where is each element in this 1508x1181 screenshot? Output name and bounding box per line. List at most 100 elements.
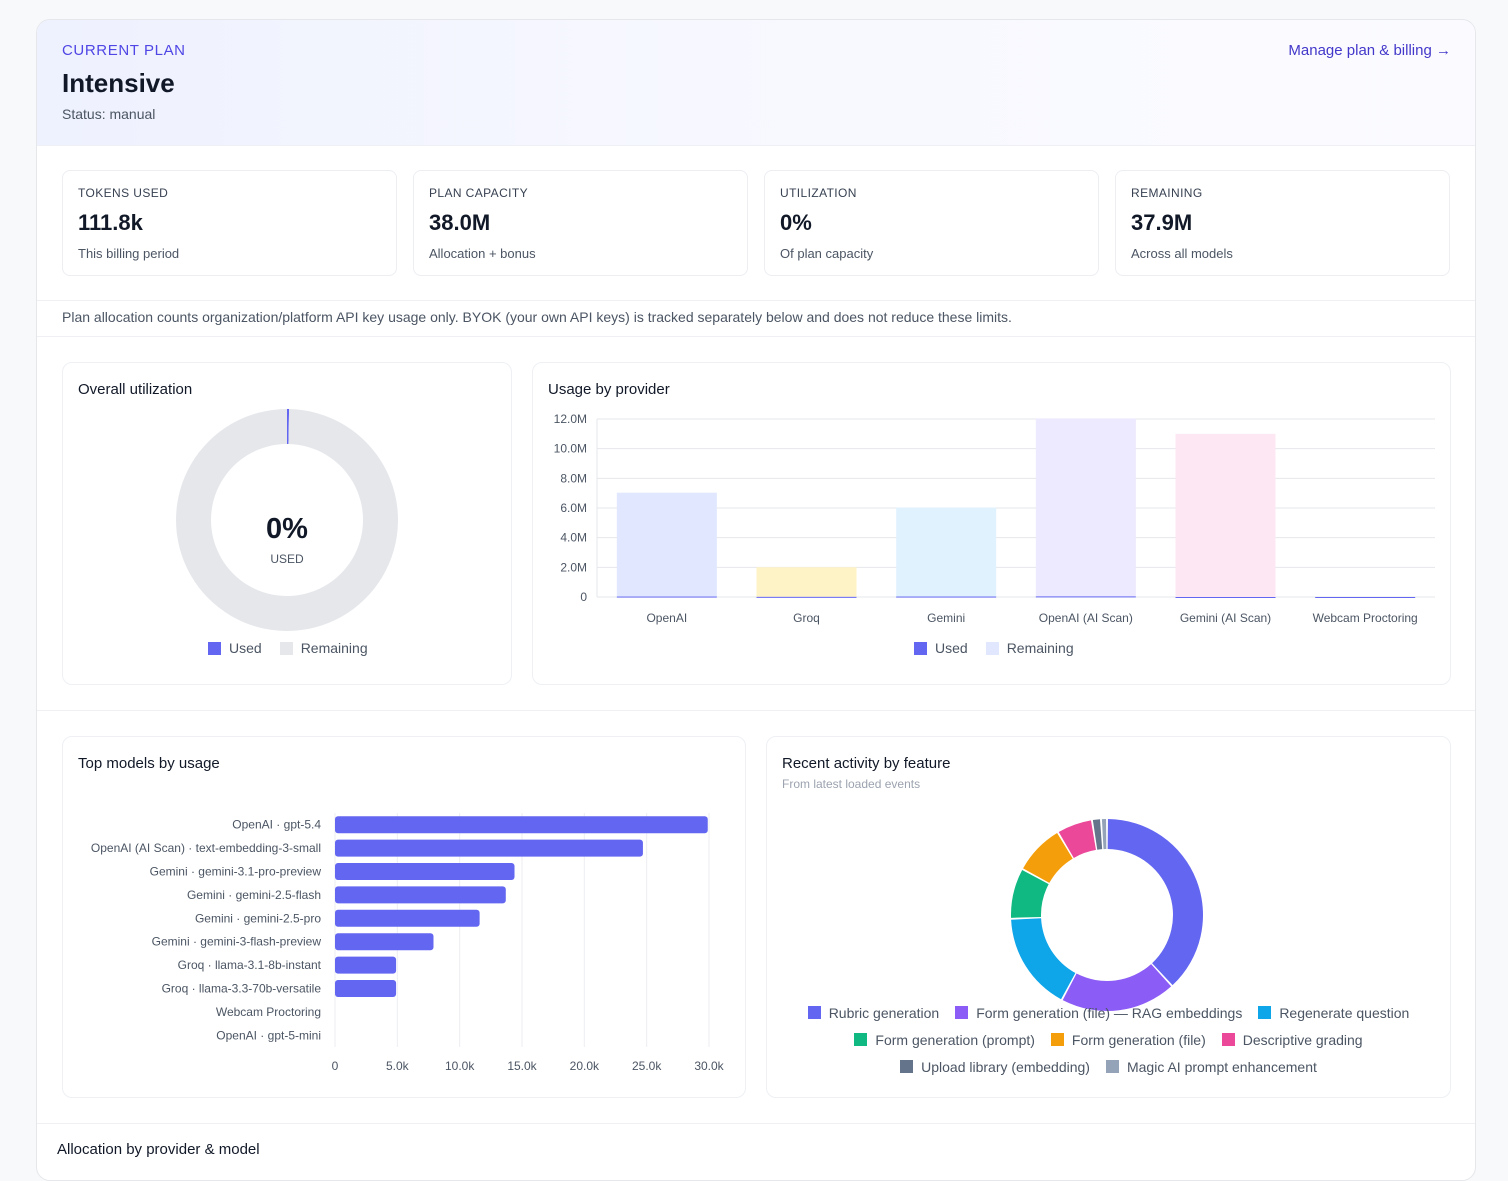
activity-legend: Rubric generation Form generation (file) … [767,999,1450,1080]
legend-item[interactable]: Regenerate question [1258,1005,1409,1021]
legend-label: Remaining [300,640,368,656]
allocation-section-title: Allocation by provider & model [57,1141,260,1158]
donut-slice [1058,820,1096,858]
legend-swatch [1050,1033,1064,1046]
panel-title: Overall utilization [78,381,193,398]
legend-item[interactable]: Rubric generation [807,1004,940,1021]
bar-used [1175,597,1276,598]
x-tick-label: 30.0k [694,1059,724,1073]
donut-slice [1011,870,1049,918]
x-tick-label: Groq [793,611,820,625]
legend-swatch [985,641,999,655]
legend-label: Form generation (file) [1071,1031,1206,1048]
legend-item[interactable]: Upload library (embedding) [900,1059,1090,1075]
legend-swatch [1258,1006,1272,1019]
model-bar [335,816,708,834]
y-tick-label: Gemini · gemini-2.5-pro [195,911,321,925]
bar-used [756,596,857,598]
y-tick-label: OpenAI · gpt-5-mini [216,1028,321,1042]
stat-label: PLAN CAPACITY [429,186,529,200]
legend-item-remaining[interactable]: Remaining [985,640,1074,656]
legend-label: Form generation (prompt) [875,1031,1035,1048]
stat-value: 0% [780,210,812,235]
bar-used [1035,596,1136,598]
model-bar [335,886,506,904]
provider-legend: Used Remaining [905,640,1083,656]
x-tick-label: OpenAI [646,611,687,625]
legend-swatch [1221,1033,1235,1046]
legend-label: Upload library (embedding) [921,1058,1090,1075]
legend-swatch [279,641,293,655]
y-tick-label: 10.0M [554,442,587,456]
y-tick-label: 0 [580,590,587,604]
usage-card: CURRENT PLAN Intensive Status: manual Ma… [36,19,1476,1181]
legend-item-used[interactable]: Used [914,640,968,656]
stat-sub: Across all models [1131,246,1233,261]
y-tick-label: Gemini · gemini-2.5-flash [187,888,321,902]
panel-subtitle: From latest loaded events [782,777,921,791]
donut-slice [1101,819,1107,850]
y-tick-label: Groq · llama-3.1-8b-instant [178,958,322,972]
legend-swatch [900,1060,914,1073]
x-tick-label: 20.0k [570,1059,600,1073]
donut-slice [1062,964,1172,1011]
y-tick-label: 12.0M [554,412,587,426]
x-tick-label: 0 [332,1059,339,1073]
legend-item[interactable]: Form generation (prompt) [854,1032,1035,1048]
donut-slice [1023,832,1073,883]
x-tick-label: 15.0k [507,1059,537,1073]
donut-center-value: 0% [266,513,308,545]
legend-label: Remaining [1006,640,1074,656]
model-bar [335,980,397,997]
y-tick-label: OpenAI · gpt-5.4 [232,818,321,832]
overall-utilization-panel: Overall utilization 0% USED Used Remaini… [62,362,512,685]
provider-bar-chart: 0 2.0M 4.0M 6.0M 8.0M 10.0M 12.0M OpenAI Groq Gem… [554,412,1435,625]
legend-item[interactable]: Form generation (file) [1050,1031,1206,1048]
utilization-legend: Used Remaining [199,640,377,656]
legend-item[interactable]: Descriptive grading [1221,1032,1363,1048]
stat-remaining: REMAINING 37.9M Across all models [1115,170,1450,276]
legend-label: Form generation (file) — RAG embeddings [976,1004,1243,1021]
legend-row: Form generation (prompt) Form generation … [767,1026,1450,1053]
stat-label: TOKENS USED [78,186,169,200]
y-tick-label: OpenAI (AI Scan) · text-embedding-3-smal… [91,841,321,855]
x-tick-label: Gemini (AI Scan) [1180,611,1271,625]
y-tick-label: Gemini · gemini-3-flash-preview [152,935,322,949]
bar-remaining [756,567,857,597]
y-tick-label: Webcam Proctoring [216,1005,321,1019]
stat-value: 38.0M [429,210,491,235]
legend-label: Used [229,640,262,656]
donut-slice [1107,819,1203,986]
legend-item[interactable]: Form generation (file) — RAG embeddings [955,1005,1242,1021]
y-tick-label: Groq · llama-3.3-70b-versatile [162,982,322,996]
bar-remaining [1175,433,1276,597]
legend-swatch [208,641,221,655]
allocation-note: Plan allocation counts organization/plat… [37,300,1475,337]
manage-plan-link[interactable]: Manage plan & billing → [1288,42,1451,59]
y-tick-label: Gemini · gemini-3.1-pro-preview [150,865,322,879]
usage-by-provider-panel: Usage by provider 0 2.0M 4.0M 6.0M 8.0M 10.0M… [532,362,1451,685]
x-tick-label: 5.0k [386,1059,410,1073]
stat-value: 37.9M [1131,210,1193,235]
x-tick-label: 25.0k [632,1059,662,1073]
legend-item[interactable]: Magic AI prompt enhancement [1105,1059,1317,1075]
section-divider [37,710,1475,711]
model-bar [335,839,643,857]
donut-slice [1092,819,1103,850]
stat-label: REMAINING [1131,186,1203,200]
stat-value: 111.8k [78,210,143,235]
legend-row: Rubric generation Form generation (file) … [767,999,1450,1026]
y-tick-label: 6.0M [560,501,587,515]
top-models-bar-chart: 0 5.0k 10.0k 15.0k 20.0k 25.0k 30.0k OpenAI · g… [91,813,725,1073]
legend-item-remaining[interactable]: Remaining [279,640,368,656]
stat-sub: Of plan capacity [780,246,874,261]
y-tick-label: 2.0M [560,560,587,574]
panel-title: Recent activity by feature [782,755,951,772]
bar-remaining [616,492,717,597]
y-tick-label: 8.0M [560,471,587,485]
legend-label: Regenerate question [1279,1004,1410,1021]
model-bar [335,933,434,951]
legend-label: Rubric generation [828,1004,940,1021]
legend-item-used[interactable]: Used [208,640,262,656]
x-tick-label: Gemini [927,611,965,625]
